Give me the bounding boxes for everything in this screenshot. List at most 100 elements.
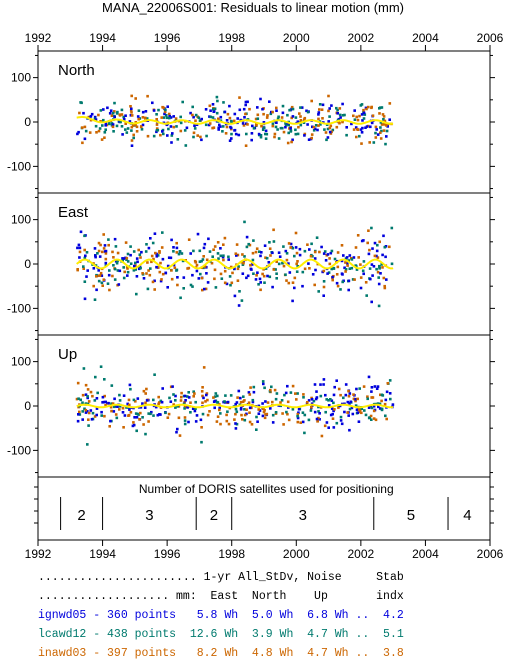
data-point	[243, 220, 246, 224]
data-point	[164, 114, 168, 117]
data-point	[100, 410, 103, 414]
data-point	[149, 267, 152, 270]
data-point	[228, 116, 232, 120]
data-point	[83, 256, 87, 260]
data-point	[227, 422, 231, 426]
data-point	[104, 261, 108, 265]
data-point	[294, 116, 298, 119]
data-point	[116, 251, 120, 255]
data-point	[248, 420, 252, 424]
data-point	[322, 252, 326, 255]
data-point	[377, 304, 381, 308]
data-point	[365, 107, 368, 111]
data-point	[288, 108, 291, 112]
data-point	[78, 250, 82, 254]
data-point	[120, 108, 124, 112]
data-point	[350, 258, 354, 261]
data-point	[121, 258, 124, 262]
data-point	[297, 125, 300, 129]
data-point	[104, 400, 107, 404]
data-point	[355, 268, 359, 271]
data-point	[273, 388, 277, 392]
data-point	[213, 406, 216, 410]
data-point	[144, 432, 147, 436]
data-point	[179, 129, 183, 133]
data-point	[183, 419, 187, 422]
data-point	[212, 107, 215, 111]
data-point	[290, 140, 293, 144]
data-point	[383, 286, 387, 290]
data-point	[289, 129, 293, 133]
data-point	[170, 277, 174, 281]
data-point	[274, 411, 278, 414]
data-point	[164, 271, 168, 275]
data-point	[262, 121, 266, 124]
x-tick-label-bottom: 1998	[218, 547, 245, 561]
data-point	[298, 253, 302, 257]
data-point	[150, 260, 153, 264]
data-point	[208, 104, 212, 108]
data-point	[135, 257, 139, 260]
y-tick-label: 100	[11, 213, 31, 227]
data-point	[362, 385, 366, 388]
data-point	[377, 405, 380, 409]
data-point	[255, 428, 258, 431]
data-point	[241, 263, 245, 266]
data-point	[388, 102, 392, 105]
x-tick-label-top: 1992	[25, 31, 52, 45]
data-point	[340, 422, 344, 426]
x-tick-label-top: 1996	[154, 31, 181, 45]
satellite-count-3: 3	[299, 507, 307, 524]
data-point	[216, 394, 219, 398]
data-point	[101, 124, 104, 127]
data-point	[358, 114, 361, 118]
data-point	[97, 279, 101, 283]
data-point	[132, 421, 135, 424]
data-point	[146, 261, 149, 264]
data-point	[352, 256, 356, 259]
data-point	[211, 116, 215, 119]
data-point	[265, 132, 269, 136]
data-point	[271, 124, 275, 128]
data-point	[104, 257, 108, 261]
data-point	[156, 254, 160, 257]
data-point	[124, 128, 127, 131]
data-point	[212, 248, 215, 251]
data-point	[135, 125, 139, 129]
data-point	[175, 241, 178, 245]
data-point	[339, 288, 342, 291]
data-point	[358, 134, 361, 138]
data-point	[282, 245, 285, 248]
data-point	[223, 281, 227, 285]
data-point	[130, 111, 133, 114]
data-point	[254, 117, 258, 121]
data-point	[126, 267, 129, 270]
data-point	[323, 128, 326, 131]
data-point	[113, 397, 116, 401]
data-point	[208, 410, 211, 413]
data-point	[274, 125, 278, 129]
data-point	[82, 265, 85, 268]
data-point	[84, 411, 88, 414]
data-point	[289, 126, 292, 130]
data-point	[95, 131, 98, 134]
data-point	[199, 135, 202, 139]
data-point	[313, 383, 317, 386]
data-point	[278, 255, 282, 258]
data-point	[145, 387, 148, 391]
data-point	[132, 250, 136, 253]
data-point	[114, 413, 118, 416]
data-point	[346, 411, 349, 414]
data-point	[207, 237, 210, 241]
data-point	[301, 270, 305, 274]
data-point	[194, 113, 198, 117]
data-point	[202, 246, 206, 250]
data-point	[161, 272, 165, 276]
data-point	[333, 385, 336, 389]
data-point	[138, 418, 141, 421]
data-point	[351, 412, 355, 416]
data-point	[328, 257, 331, 260]
data-point	[368, 267, 372, 270]
data-point	[280, 116, 284, 119]
data-point	[203, 242, 207, 246]
